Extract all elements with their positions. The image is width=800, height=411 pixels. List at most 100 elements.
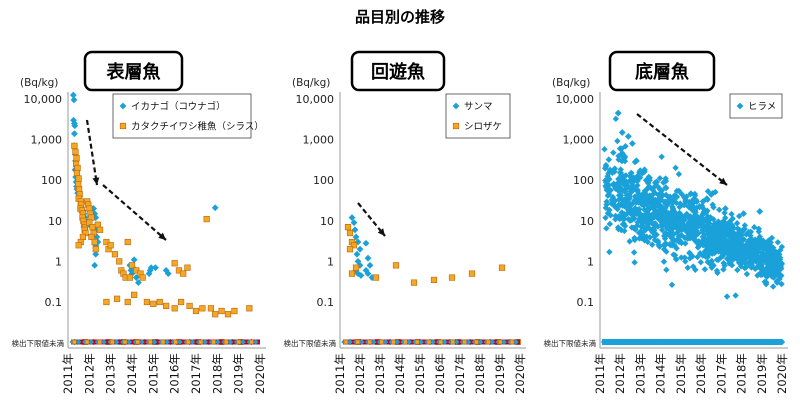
data-point — [128, 262, 136, 269]
y-tick-label: 1 — [587, 255, 594, 268]
data-point — [693, 204, 700, 212]
data-point — [694, 244, 702, 251]
data-point — [605, 156, 613, 163]
data-point — [675, 187, 683, 195]
x-tick-label: 2016年 — [694, 353, 708, 394]
data-point — [693, 237, 700, 245]
chart-panel-1: (Bq/kg) 10,000 1,000 100 10 1 0.1 検出下限値未満 2011年 2… — [12, 50, 267, 394]
data-point — [769, 283, 777, 290]
data-point — [728, 210, 735, 218]
x-tick-label: 2012年 — [613, 353, 627, 394]
x-tick-label: 2013年 — [633, 353, 647, 394]
x-tick-label: 2016年 — [168, 353, 182, 394]
data-point — [684, 264, 691, 271]
data-point — [628, 188, 635, 195]
data-point — [631, 205, 639, 212]
data-point — [70, 116, 77, 124]
data-point — [657, 209, 664, 217]
data-point — [126, 274, 133, 281]
data-point — [766, 250, 773, 257]
data-point — [689, 222, 696, 230]
data-point — [631, 193, 639, 200]
data-point — [614, 224, 622, 231]
x-tick-label: 2015年 — [146, 353, 160, 394]
data-point — [131, 291, 138, 298]
data-point — [756, 208, 764, 215]
data-point — [663, 266, 670, 274]
data-point — [152, 264, 159, 272]
data-point — [726, 241, 733, 249]
nd-point — [370, 339, 377, 345]
data-point — [770, 251, 777, 259]
data-point — [721, 209, 728, 217]
data-point — [641, 166, 648, 174]
nd-point — [177, 339, 183, 345]
data-point — [156, 298, 163, 306]
data-point — [617, 169, 625, 177]
data-point — [710, 262, 717, 269]
data-point — [722, 214, 729, 222]
data-point — [773, 255, 780, 262]
data-point — [638, 194, 646, 201]
data-point — [716, 233, 724, 240]
data-point — [69, 91, 77, 99]
data-point — [636, 235, 643, 242]
data-point — [678, 223, 685, 231]
data-point — [75, 186, 83, 193]
nd-point — [126, 339, 133, 345]
data-point — [615, 179, 622, 186]
data-point — [692, 266, 699, 273]
data-point — [637, 196, 644, 203]
nd-point — [406, 339, 413, 345]
data-point — [755, 262, 762, 269]
data-point — [655, 195, 663, 202]
data-point — [768, 270, 776, 277]
x-tick-label: 2019年 — [232, 353, 246, 394]
data-point — [736, 233, 743, 240]
data-point — [766, 241, 774, 249]
data-point — [615, 185, 623, 193]
data-point — [686, 255, 694, 262]
data-point — [766, 264, 774, 272]
y-tick-label: 1 — [327, 255, 334, 268]
data-point — [760, 254, 767, 262]
data-point — [678, 239, 685, 247]
data-point — [631, 197, 638, 204]
data-point — [668, 227, 675, 235]
data-point — [143, 298, 151, 306]
data-point — [777, 247, 784, 254]
data-point — [768, 234, 776, 242]
data-point — [774, 239, 782, 246]
data-point — [601, 145, 608, 153]
data-point — [740, 210, 747, 218]
data-point — [658, 226, 666, 234]
data-point — [448, 274, 456, 281]
data-point — [135, 279, 142, 287]
legend-marker — [119, 122, 127, 130]
data-point — [614, 109, 622, 117]
data-point — [150, 300, 157, 307]
data-point — [732, 254, 739, 261]
y-tick-label: 1,000 — [303, 134, 335, 147]
data-point — [731, 246, 739, 254]
data-point — [681, 213, 689, 221]
nd-point — [382, 339, 389, 345]
data-point — [747, 250, 755, 258]
data-point — [617, 166, 624, 173]
data-point — [747, 235, 755, 242]
nd-tick-label: 検出下限値未満 — [12, 338, 65, 348]
data-point — [75, 242, 82, 249]
data-point — [669, 203, 676, 210]
data-point — [714, 219, 722, 226]
data-point — [116, 258, 123, 265]
legend-marker — [452, 122, 460, 130]
data-point — [620, 220, 628, 228]
nd-point — [394, 339, 401, 345]
data-point — [658, 153, 665, 160]
data-point — [661, 198, 668, 206]
data-point — [686, 235, 694, 242]
data-point — [618, 209, 626, 216]
data-point — [716, 238, 723, 246]
data-point — [720, 224, 728, 231]
data-point — [687, 190, 695, 197]
